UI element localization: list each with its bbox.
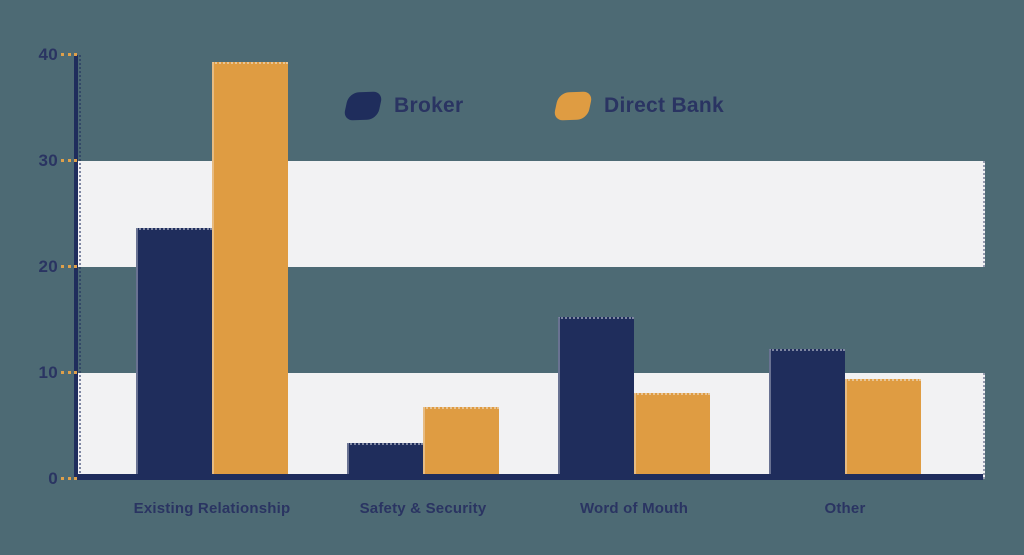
bar-direct-bank-word-of-mouth [634,393,710,479]
bar-broker-word-of-mouth [558,316,634,479]
x-axis-label-safety-security: Safety & Security [359,500,487,517]
y-tick-label-20: 20 [38,257,58,276]
legend-swatch-broker [342,91,384,121]
y-tick-dash-0 [61,477,77,480]
bar-direct-bank-safety-security [423,406,499,479]
y-tick-dash-20 [61,265,77,268]
x-axis-label-other: Other [824,500,866,517]
y-tick-label-0: 0 [48,469,58,488]
y-tick-label-40: 40 [38,45,58,64]
bar-broker-safety-security [347,442,423,479]
legend-label-broker: Broker [394,94,464,117]
y-tick-dash-10 [61,371,77,374]
x-axis-line [74,474,983,480]
x-axis-label-existing-relationship: Existing Relationship [133,500,291,517]
y-axis-dotted-edge [79,55,81,473]
legend-swatch-direct-bank [552,91,594,121]
legend-label-direct-bank: Direct Bank [604,94,725,117]
bar-broker-other [769,348,845,479]
legend-item-broker: Broker [342,91,464,121]
y-tick-dash-30 [61,159,77,162]
bar-broker-existing-relationship [136,227,212,479]
bar-direct-bank-existing-relationship [212,62,288,479]
bar-direct-bank-other [845,379,921,479]
y-tick-dash-40 [61,53,77,56]
y-tick-label-30: 30 [38,151,58,170]
y-tick-label-10: 10 [38,363,58,382]
x-axis-label-word-of-mouth: Word of Mouth [579,500,689,517]
legend-item-direct-bank: Direct Bank [552,91,725,121]
